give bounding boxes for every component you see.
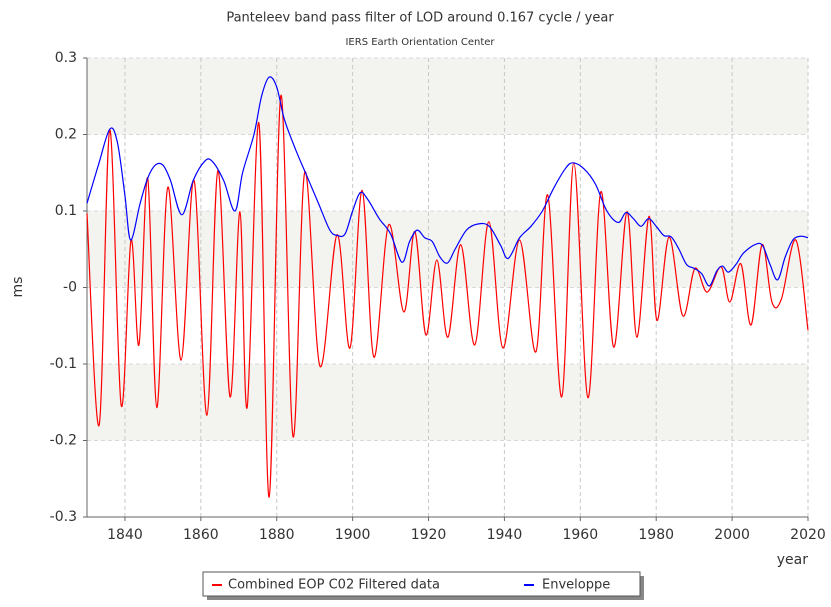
y-tick-label: -0.1 bbox=[50, 356, 77, 372]
grid-band bbox=[87, 440, 808, 517]
legend-label: Combined EOP C02 Filtered data bbox=[228, 578, 440, 593]
y-tick-label: -0 bbox=[63, 280, 77, 296]
x-tick-label: 1980 bbox=[638, 527, 674, 543]
y-tick-label: 0.2 bbox=[55, 127, 77, 143]
series-line bbox=[86, 76, 809, 287]
y-tick-label: 0.1 bbox=[55, 203, 77, 219]
series-line bbox=[86, 94, 809, 498]
y-tick-label: -0.2 bbox=[50, 433, 77, 449]
grid-band bbox=[87, 211, 808, 288]
x-tick-label: 1940 bbox=[487, 527, 523, 543]
legend: Combined EOP C02 Filtered data Enveloppe bbox=[202, 571, 644, 600]
x-tick-label: 1960 bbox=[562, 527, 598, 543]
x-tick-label: 1900 bbox=[335, 527, 371, 543]
grid-band bbox=[87, 287, 808, 364]
x-tick-label: 1880 bbox=[259, 527, 295, 543]
grid-band bbox=[87, 58, 808, 135]
chart-subtitle: IERS Earth Orientation Center bbox=[345, 37, 495, 48]
x-axis-label: year bbox=[777, 552, 808, 568]
x-tick-label: 1860 bbox=[183, 527, 219, 543]
plot-area: -0.3 -0.2 -0.1 -0 0.1 0.2 0.3 1840 1860 1880 1900 1… bbox=[50, 50, 826, 543]
x-tick-label: 1920 bbox=[411, 527, 447, 543]
grid-band bbox=[87, 364, 808, 441]
x-tick-label: 1840 bbox=[107, 527, 143, 543]
y-tick-label: 0.3 bbox=[55, 50, 77, 66]
grid-band bbox=[87, 134, 808, 211]
y-axis-label: ms bbox=[10, 277, 26, 298]
legend-box bbox=[202, 571, 641, 597]
x-tick-label: 2020 bbox=[790, 527, 826, 543]
chart-title: Panteleev band pass filter of LOD around… bbox=[226, 11, 614, 26]
y-tick-label: -0.3 bbox=[50, 509, 77, 525]
x-tick-label: 2000 bbox=[714, 527, 750, 543]
legend-label: Enveloppe bbox=[542, 578, 610, 593]
